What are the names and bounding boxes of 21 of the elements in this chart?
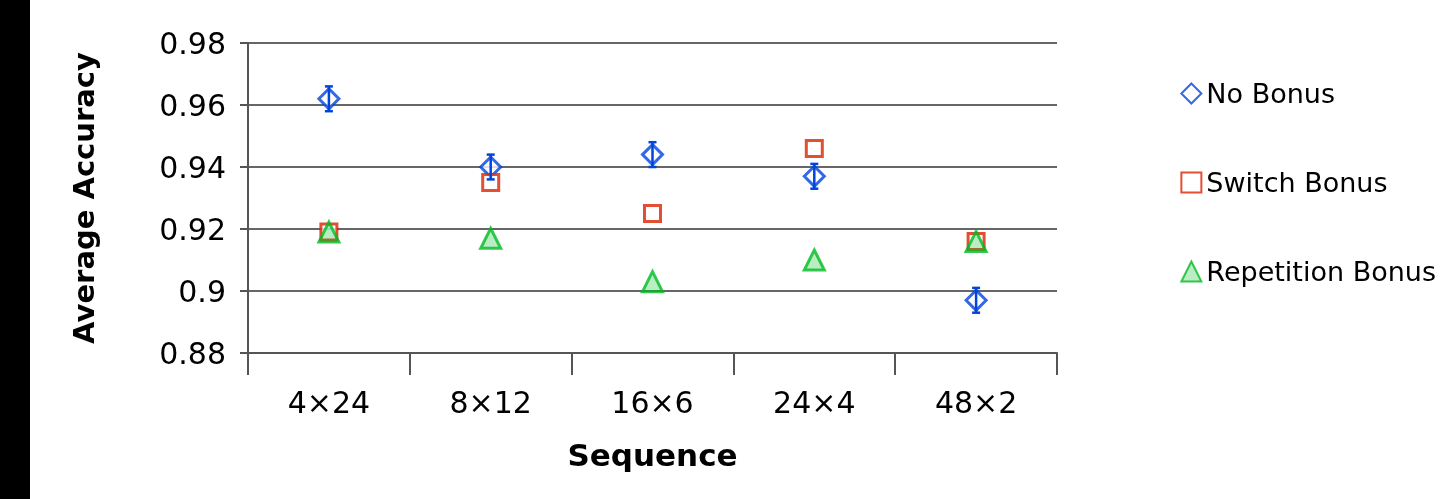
y-axis-title: Average Accuracy <box>66 52 101 344</box>
legend-label: Switch Bonus <box>1206 167 1388 198</box>
x-tick-label: 24×4 <box>773 384 856 420</box>
y-tick-label: 0.98 <box>159 25 226 61</box>
x-tick-label: 4×24 <box>287 384 371 420</box>
point <box>804 138 824 158</box>
point <box>479 226 503 250</box>
point <box>802 248 826 272</box>
legend-label: No Bonus <box>1206 78 1336 109</box>
x-tick-label: 8×12 <box>449 384 532 420</box>
y-tick-label: 0.9 <box>178 273 226 309</box>
point <box>641 270 664 294</box>
y-tick-label: 0.96 <box>159 87 226 123</box>
point <box>643 204 662 223</box>
x-axis-title: Sequence <box>567 436 738 473</box>
y-tick-label: 0.92 <box>159 211 226 247</box>
legend-label: Repetition Bonus <box>1206 256 1437 287</box>
y-tick-label: 0.94 <box>159 149 226 185</box>
y-tick-label: 0.88 <box>159 335 226 371</box>
x-tick-label: 48×2 <box>934 384 1018 420</box>
x-tick-label: 16×6 <box>611 384 694 420</box>
